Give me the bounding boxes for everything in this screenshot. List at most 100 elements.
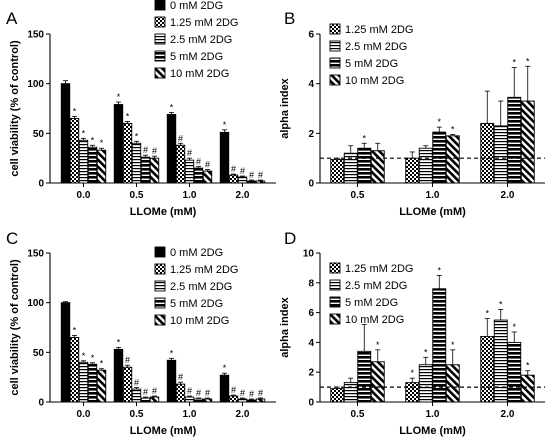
bar bbox=[60, 302, 71, 403]
bar bbox=[255, 180, 266, 184]
significance-mark: * bbox=[437, 117, 441, 127]
bar bbox=[370, 150, 385, 184]
significance-mark: # bbox=[258, 170, 263, 180]
legend-swatch bbox=[154, 297, 166, 309]
significance-mark: * bbox=[362, 133, 366, 143]
bar bbox=[418, 147, 433, 184]
significance-mark: # bbox=[134, 378, 139, 388]
legend-label: 0 mM 2DG bbox=[170, 247, 223, 259]
bar bbox=[193, 167, 204, 184]
legend-label: 10 mM 2DG bbox=[345, 314, 404, 326]
significance-mark: * bbox=[73, 106, 77, 116]
legend-label: 1.25 mM 2DG bbox=[345, 24, 413, 36]
bar bbox=[193, 398, 204, 403]
significance-mark: # bbox=[205, 160, 210, 170]
significance-mark: * bbox=[73, 325, 77, 335]
significance-mark: # bbox=[196, 157, 201, 167]
legend-swatch bbox=[154, 33, 166, 45]
bar bbox=[78, 361, 89, 403]
legend-label: 2.5 mM 2DG bbox=[170, 281, 232, 293]
bar bbox=[228, 174, 239, 184]
bar bbox=[405, 157, 420, 184]
x-tick-label: 2.0 bbox=[236, 409, 250, 420]
bar bbox=[445, 135, 460, 184]
x-tick-label: 0.5 bbox=[351, 190, 365, 201]
x-tick-label: 1.0 bbox=[183, 409, 197, 420]
y-tick-label: 10 bbox=[303, 249, 315, 260]
bar bbox=[113, 348, 124, 403]
legend-label: 5 mM 2DG bbox=[170, 51, 223, 63]
significance-mark: * bbox=[91, 135, 95, 145]
y-tick-label: 0 bbox=[308, 179, 314, 190]
y-tick-label: 50 bbox=[33, 348, 45, 359]
x-tick-label: 2.0 bbox=[501, 190, 515, 201]
significance-mark: * bbox=[91, 353, 95, 363]
legend-label: 10 mM 2DG bbox=[170, 68, 229, 80]
panel-label: A bbox=[6, 9, 18, 28]
y-axis-label: alpha index bbox=[279, 296, 291, 357]
significance-mark: * bbox=[451, 125, 455, 135]
x-tick-label: 0.0 bbox=[77, 409, 91, 420]
y-tick-label: 6 bbox=[308, 308, 314, 319]
significance-mark: * bbox=[82, 351, 86, 361]
bar bbox=[445, 364, 460, 403]
significance-mark: # bbox=[196, 388, 201, 398]
bar bbox=[184, 396, 195, 403]
significance-mark: * bbox=[117, 337, 121, 347]
bar bbox=[87, 146, 98, 184]
bar bbox=[113, 104, 124, 184]
y-tick-label: 4 bbox=[308, 338, 314, 349]
legend-label: 1.25 mM 2DG bbox=[170, 264, 238, 276]
significance-mark: # bbox=[187, 148, 192, 158]
x-tick-label: 0.0 bbox=[77, 190, 91, 201]
bar bbox=[166, 114, 177, 184]
x-axis-label: LLOMe (mM) bbox=[130, 206, 197, 218]
significance-mark: * bbox=[485, 309, 489, 319]
legend-label: 0 mM 2DG bbox=[170, 0, 223, 12]
y-tick-label: 8 bbox=[308, 278, 314, 289]
significance-mark: # bbox=[205, 388, 210, 398]
legend-swatch bbox=[329, 57, 341, 69]
significance-mark: * bbox=[526, 56, 530, 66]
legend-swatch bbox=[154, 246, 166, 258]
bar bbox=[166, 359, 177, 403]
bar bbox=[87, 363, 98, 403]
legend-swatch bbox=[329, 279, 341, 291]
legend-label: 5 mM 2DG bbox=[170, 298, 223, 310]
significance-mark: * bbox=[100, 359, 104, 369]
significance-mark: # bbox=[143, 145, 148, 155]
legend-swatch bbox=[329, 40, 341, 52]
legend-label: 1.25 mM 2DG bbox=[345, 263, 413, 275]
legend-swatch bbox=[154, 16, 166, 28]
bar bbox=[228, 395, 239, 403]
bar bbox=[330, 388, 345, 403]
bar bbox=[520, 374, 535, 403]
y-tick-label: 100 bbox=[27, 79, 44, 90]
bar bbox=[246, 180, 257, 184]
legend-swatch bbox=[329, 313, 341, 325]
x-tick-label: 0.5 bbox=[351, 409, 365, 420]
bar bbox=[78, 139, 89, 184]
bar bbox=[237, 398, 248, 403]
bar bbox=[219, 131, 230, 184]
significance-mark: # bbox=[231, 385, 236, 395]
bar bbox=[122, 366, 133, 403]
significance-mark: * bbox=[424, 347, 428, 357]
legend-label: 1.25 mM 2DG bbox=[170, 17, 238, 29]
significance-mark: # bbox=[178, 372, 183, 382]
bar bbox=[131, 142, 142, 184]
bar bbox=[122, 122, 133, 184]
bar bbox=[69, 336, 80, 403]
bar bbox=[246, 399, 257, 403]
bar bbox=[202, 398, 213, 403]
significance-mark: # bbox=[143, 387, 148, 397]
significance-mark: * bbox=[223, 363, 227, 373]
significance-mark: # bbox=[249, 389, 254, 399]
significance-mark: # bbox=[258, 388, 263, 398]
bar bbox=[149, 396, 160, 403]
panel-d: D 0 2 4 6 8 10 alpha index LLOMe (mM) 0.5 * 1.0 * * * *… bbox=[279, 229, 545, 437]
bar bbox=[140, 397, 151, 403]
significance-mark: * bbox=[437, 265, 441, 275]
